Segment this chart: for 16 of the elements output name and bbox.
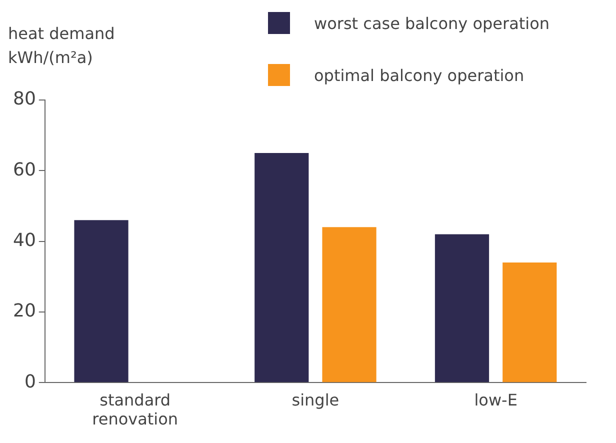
y-tick-label: 20 <box>13 300 36 322</box>
bar <box>502 262 557 382</box>
bar <box>254 152 309 382</box>
bar <box>434 234 490 382</box>
y-tick-label: 80 <box>13 88 36 110</box>
x-tick-label: standard renovation <box>92 390 178 429</box>
y-tick-label: 60 <box>13 159 36 180</box>
y-axis-title: heat demand kWh/(m²a) <box>8 23 115 69</box>
bar <box>322 227 376 382</box>
x-tick-label: single <box>292 390 340 410</box>
y-tick-label: 40 <box>13 230 36 251</box>
x-tick-label: low-E <box>474 390 518 410</box>
y-tick-label: 0 <box>24 371 36 392</box>
bar <box>74 220 128 382</box>
legend-label: optimal balcony operation <box>314 66 524 84</box>
legend-label: worst case balcony operation <box>314 14 550 32</box>
